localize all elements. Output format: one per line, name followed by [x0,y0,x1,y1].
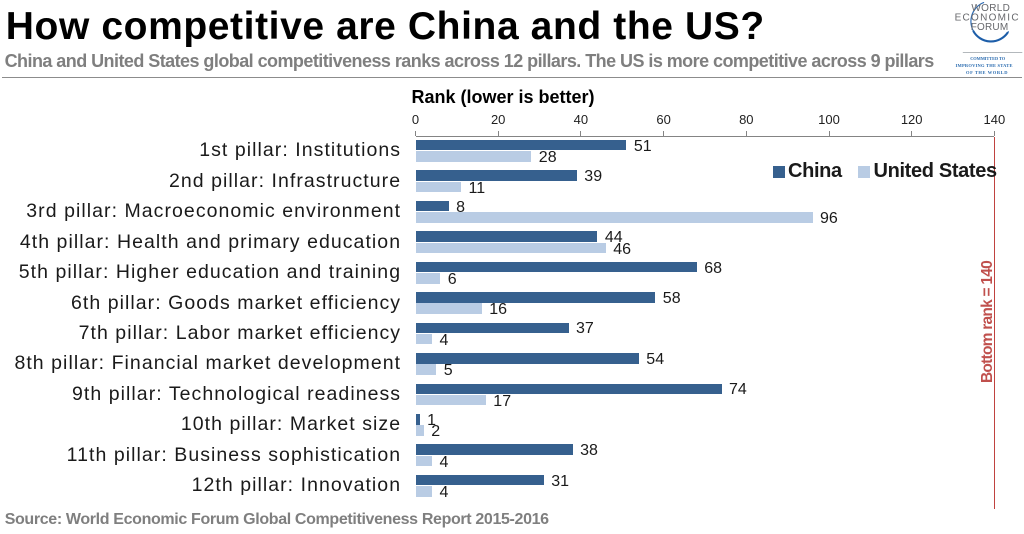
svg-text:OF THE WORLD: OF THE WORLD [966,70,1008,75]
svg-text:COMMITTED TO: COMMITTED TO [970,56,1006,61]
svg-text:WORLD: WORLD [971,3,1009,14]
svg-text:ECONOMIC: ECONOMIC [955,12,1019,23]
svg-text:FORUM: FORUM [971,22,1009,33]
svg-text:IMPROVING THE STATE: IMPROVING THE STATE [956,63,1013,68]
